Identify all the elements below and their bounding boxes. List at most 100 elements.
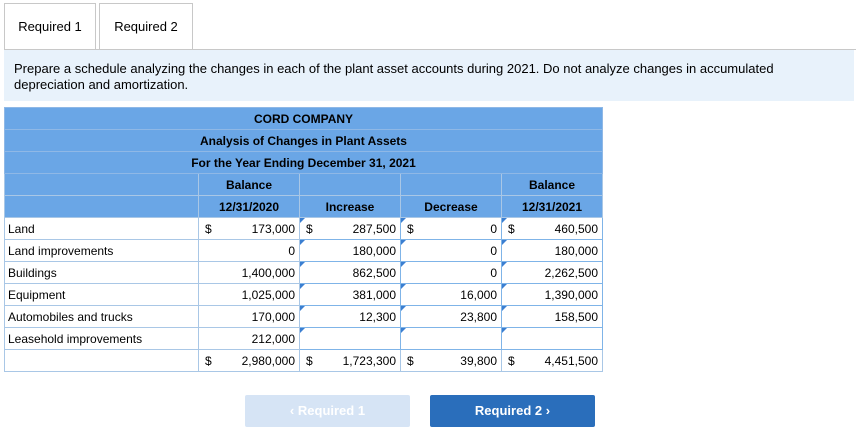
end-input[interactable]: 2,262,500 (501, 261, 603, 284)
table-row: Leasehold improvements 212,000 (4, 327, 603, 350)
begin-value: 212,000 (251, 332, 295, 346)
begin-cell: 1,400,000 (198, 261, 300, 284)
total-increase-value: 1,723,300 (342, 354, 396, 368)
increase-value: 862,500 (352, 266, 396, 280)
header-decrease: Decrease (400, 195, 502, 218)
plant-assets-schedule: CORD COMPANY Analysis of Changes in Plan… (4, 107, 603, 372)
currency-sign: $ (306, 354, 313, 368)
begin-value: 0 (288, 244, 295, 258)
table-row: Land $173,000 $287,500 $0 $460,500 (4, 217, 603, 240)
increase-input[interactable]: 180,000 (299, 239, 401, 262)
increase-value: 12,300 (359, 310, 396, 324)
row-label: Leasehold improvements (4, 327, 199, 350)
decrease-value: 0 (490, 266, 497, 280)
row-label: Buildings (4, 261, 199, 284)
total-decrease: $39,800 (400, 349, 502, 372)
increase-input[interactable]: 12,300 (299, 305, 401, 328)
end-input[interactable]: 158,500 (501, 305, 603, 328)
header-increase-spacer (299, 173, 401, 196)
decrease-input[interactable]: 16,000 (400, 283, 502, 306)
total-increase: $1,723,300 (299, 349, 401, 372)
header-increase: Increase (299, 195, 401, 218)
header-balance-end: Balance (501, 173, 603, 196)
begin-cell: 1,025,000 (198, 283, 300, 306)
table-row: Automobiles and trucks 170,000 12,300 23… (4, 305, 603, 328)
begin-cell: 212,000 (198, 327, 300, 350)
chevron-left-icon: ‹ (289, 403, 295, 418)
end-input[interactable]: 180,000 (501, 239, 603, 262)
decrease-input[interactable]: 0 (400, 261, 502, 284)
total-begin: $2,980,000 (198, 349, 300, 372)
decrease-value: 23,800 (460, 310, 497, 324)
begin-value: 170,000 (251, 310, 295, 324)
increase-value: 381,000 (352, 288, 396, 302)
decrease-input[interactable] (400, 327, 502, 350)
end-value: 2,262,500 (544, 266, 598, 280)
tab-divider (4, 49, 856, 50)
begin-cell: 170,000 (198, 305, 300, 328)
increase-input[interactable]: 862,500 (299, 261, 401, 284)
currency-sign: $ (407, 222, 414, 236)
begin-value: 173,000 (251, 222, 295, 236)
tab-required-2[interactable]: Required 2 (99, 3, 193, 49)
total-decrease-value: 39,800 (460, 354, 497, 368)
increase-input[interactable]: 381,000 (299, 283, 401, 306)
prev-button[interactable]: ‹ Required 1 (245, 395, 410, 427)
row-label: Land (4, 217, 199, 240)
decrease-input[interactable]: $0 (400, 217, 502, 240)
tab-bar: Required 1 Required 2 (4, 3, 193, 49)
header-label-spacer-2 (4, 195, 199, 218)
next-button-label: Required 2 (474, 403, 543, 418)
table-row: Land improvements 0 180,000 0 180,000 (4, 239, 603, 262)
begin-cell: $173,000 (198, 217, 300, 240)
prev-button-label: Required 1 (297, 403, 366, 418)
currency-sign: $ (205, 222, 212, 236)
end-input[interactable]: $460,500 (501, 217, 603, 240)
decrease-value: 0 (490, 222, 497, 236)
next-button[interactable]: Required 2 › (430, 395, 595, 427)
row-label: Land improvements (4, 239, 199, 262)
schedule-period: For the Year Ending December 31, 2021 (4, 151, 603, 174)
increase-value: 287,500 (352, 222, 396, 236)
header-decrease-spacer (400, 173, 502, 196)
end-value: 460,500 (554, 222, 598, 236)
end-input[interactable]: 1,390,000 (501, 283, 603, 306)
decrease-input[interactable]: 23,800 (400, 305, 502, 328)
tab-required-1[interactable]: Required 1 (4, 3, 96, 49)
table-row: Buildings 1,400,000 862,500 0 2,262,500 (4, 261, 603, 284)
currency-sign: $ (407, 354, 414, 368)
header-end-date: 12/31/2021 (501, 195, 603, 218)
increase-value: 180,000 (352, 244, 396, 258)
currency-sign: $ (508, 222, 515, 236)
header-label-spacer (4, 173, 199, 196)
header-begin-date: 12/31/2020 (198, 195, 300, 218)
end-value: 158,500 (554, 310, 598, 324)
chevron-right-icon: › (545, 403, 551, 418)
decrease-value: 0 (490, 244, 497, 258)
begin-cell: 0 (198, 239, 300, 262)
row-label: Automobiles and trucks (4, 305, 199, 328)
begin-value: 1,400,000 (241, 266, 295, 280)
currency-sign: $ (306, 222, 313, 236)
decrease-value: 16,000 (460, 288, 497, 302)
table-row: Equipment 1,025,000 381,000 16,000 1,390… (4, 283, 603, 306)
schedule-title: Analysis of Changes in Plant Assets (4, 129, 603, 152)
end-value: 180,000 (554, 244, 598, 258)
decrease-input[interactable]: 0 (400, 239, 502, 262)
increase-input[interactable] (299, 327, 401, 350)
total-begin-value: 2,980,000 (241, 354, 295, 368)
increase-input[interactable]: $287,500 (299, 217, 401, 240)
total-end-value: 4,451,500 (544, 354, 598, 368)
totals-row: $2,980,000 $1,723,300 $39,800 $4,451,500 (4, 349, 603, 372)
instructions-text: Prepare a schedule analyzing the changes… (4, 50, 854, 101)
end-input[interactable] (501, 327, 603, 350)
row-label: Equipment (4, 283, 199, 306)
total-end: $4,451,500 (501, 349, 603, 372)
totals-label-spacer (4, 349, 199, 372)
company-name: CORD COMPANY (4, 107, 603, 130)
currency-sign: $ (205, 354, 212, 368)
header-balance-begin: Balance (198, 173, 300, 196)
currency-sign: $ (508, 354, 515, 368)
end-value: 1,390,000 (544, 288, 598, 302)
begin-value: 1,025,000 (241, 288, 295, 302)
